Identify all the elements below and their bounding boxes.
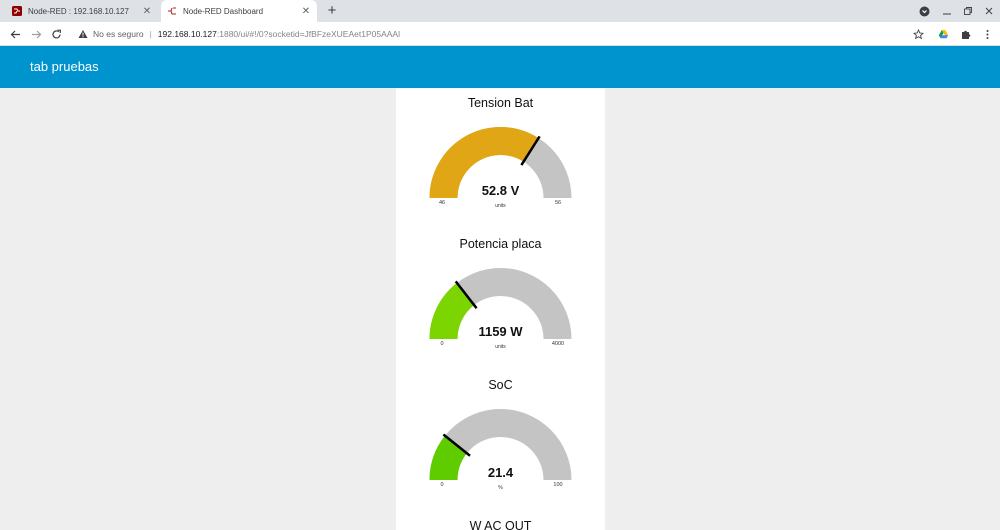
close-tab-icon[interactable]: ✕: [142, 5, 152, 17]
warning-icon[interactable]: [78, 29, 88, 39]
gauge-max-label: 56: [554, 200, 562, 206]
gauge-needle: [442, 433, 471, 457]
security-label: No es seguro: [93, 29, 144, 39]
widget-group-card: Tension Bat 52.8 V units 46 56 Potencia …: [396, 88, 605, 530]
gauge-value: 1159 W: [478, 324, 523, 339]
bookmark-star-icon[interactable]: [909, 25, 927, 43]
browser-toolbar: No es seguro | 192.168.10.127 :1880/ui/#…: [0, 22, 1000, 46]
dashboard-content: Tension Bat 52.8 V units 46 56 Potencia …: [0, 88, 1000, 530]
gauge-title: Potencia placa: [459, 237, 542, 251]
browser-menu-icon[interactable]: [978, 25, 996, 43]
google-drive-icon[interactable]: [934, 25, 952, 43]
url-host: 192.168.10.127: [157, 29, 217, 39]
gauge-max-label: 4000: [551, 341, 565, 347]
gauge-max-label: 100: [553, 482, 563, 488]
tab-title: Node-RED Dashboard: [183, 6, 264, 16]
url-path: :1880/ui/#!/0?socketid=JfBFzeXUEAet1P05A…: [216, 29, 400, 39]
back-arrow-icon[interactable]: [6, 25, 24, 43]
profile-menu-icon[interactable]: [914, 2, 934, 20]
minimize-icon[interactable]: [937, 2, 957, 20]
gauge-min-label: 46: [438, 200, 446, 206]
new-tab-button[interactable]: +: [327, 2, 337, 19]
reload-icon[interactable]: [47, 25, 65, 43]
gauge-units: units: [495, 203, 506, 209]
gauge-needle: [454, 280, 478, 309]
gauge-fill: [429, 127, 539, 199]
gauge-dial: [429, 127, 572, 199]
gauge-fill: [429, 282, 475, 340]
extensions-puzzle-icon[interactable]: [956, 25, 974, 43]
gauge-value: 52.8 V: [481, 183, 520, 198]
gauge-dial: [429, 409, 572, 481]
gauge-min-label: 0: [440, 482, 444, 488]
gauge-dial: [429, 268, 572, 340]
gauge-units: units: [495, 344, 506, 350]
gauge-units: %: [498, 485, 503, 491]
close-window-icon[interactable]: [979, 2, 999, 20]
gauge-title: SoC: [488, 378, 513, 392]
browser-tab-dashboard[interactable]: Node-RED Dashboard ✕: [161, 0, 317, 22]
address-bar[interactable]: No es seguro | 192.168.10.127 :1880/ui/#…: [70, 24, 932, 44]
tab-title: Node-RED : 192.168.10.127: [28, 6, 129, 16]
dashboard-header: tab pruebas: [0, 46, 1000, 88]
tab-strip: Node-RED : 192.168.10.127 ✕ Node-RED Das…: [0, 0, 1000, 22]
address-separator: |: [149, 29, 152, 39]
browser-tab-node-red[interactable]: Node-RED : 192.168.10.127 ✕: [6, 0, 158, 22]
close-tab-icon[interactable]: ✕: [301, 5, 311, 17]
gauge-value: 21.4: [487, 465, 514, 480]
forward-arrow-icon[interactable]: [27, 25, 45, 43]
dashboard-favicon-icon: [167, 6, 177, 16]
gauge-fill: [429, 435, 468, 481]
gauge-needle: [520, 135, 541, 166]
restore-icon[interactable]: [958, 2, 978, 20]
gauge-min-label: 0: [440, 341, 444, 347]
page-title: tab pruebas: [30, 59, 99, 74]
node-red-favicon-icon: [12, 6, 22, 16]
gauge-title: W AC OUT: [469, 519, 532, 530]
gauge-title: Tension Bat: [467, 96, 534, 110]
